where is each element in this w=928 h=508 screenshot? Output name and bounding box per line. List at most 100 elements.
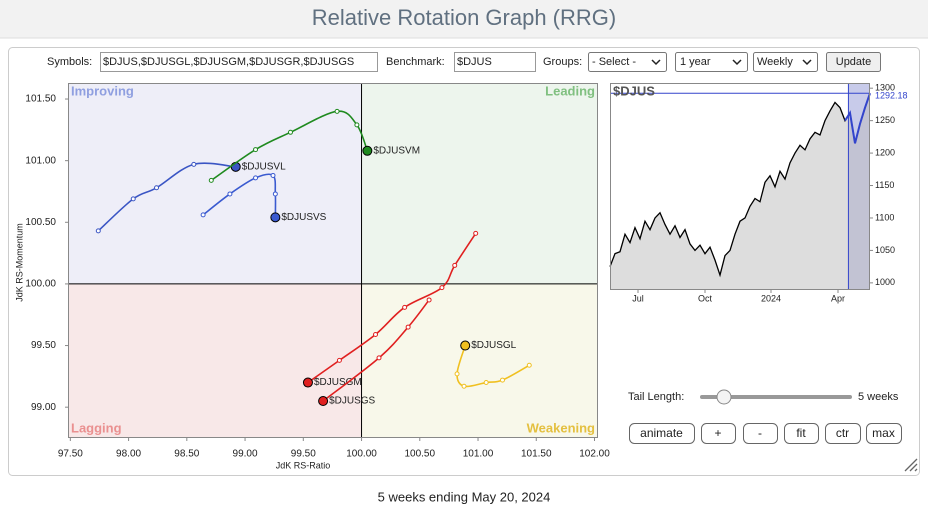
update-button[interactable] (826, 52, 881, 72)
tail-point (336, 357, 342, 363)
frequency-select[interactable] (753, 52, 818, 72)
x-tick-label: 99.00 (233, 449, 258, 460)
control-button-label[interactable]: max (872, 426, 895, 440)
series-label: $DJUSVM (373, 145, 420, 156)
price-area (610, 93, 870, 290)
x-tick-label: Apr (831, 293, 845, 303)
symbols-input[interactable] (100, 52, 378, 72)
quadrant-leading (361, 83, 598, 284)
dropdown-arrow (651, 59, 661, 66)
tail-point (439, 285, 445, 291)
footer-text: 5 weeks ending May 20, 2024 (378, 489, 551, 504)
series-label: $DJUSVS (281, 212, 326, 223)
dropdown-arrow (732, 59, 742, 66)
x-tick-label: 98.50 (174, 449, 199, 460)
tail-head[interactable] (270, 212, 281, 223)
y-tick-label: 101.50 (25, 94, 56, 105)
control-button-label[interactable]: - (758, 426, 762, 440)
x-tick-label: 99.50 (291, 449, 316, 460)
control-button[interactable] (629, 423, 695, 444)
y-tick-label: 1100 (875, 212, 894, 222)
control-button[interactable] (866, 423, 902, 444)
tail-point (130, 196, 136, 202)
tail-point (473, 230, 479, 236)
tail-head[interactable] (460, 340, 471, 351)
control-button[interactable] (825, 423, 861, 444)
quadrant-label: Weakening (527, 420, 595, 435)
tail-point (154, 185, 160, 191)
x-tick-label: 100.00 (346, 449, 377, 460)
quadrant-improving (68, 83, 362, 284)
quadrant-label: Improving (71, 83, 134, 98)
y-tick-label: 101.00 (25, 155, 56, 166)
control-button-label[interactable]: ctr (836, 426, 849, 440)
tail-label: Tail Length: (628, 391, 684, 403)
tail-head[interactable] (302, 377, 313, 388)
tail-point (334, 108, 340, 114)
x-tick-label: 97.50 (58, 449, 83, 460)
control-button-label[interactable]: fit (796, 426, 806, 440)
benchmark-label: Benchmark: (386, 56, 445, 68)
x-tick-label: Oct (698, 293, 713, 303)
y-tick-label: 100.00 (25, 279, 56, 290)
tail-point (373, 331, 379, 337)
quadrant-label: Lagging (71, 420, 122, 435)
benchmark-value[interactable]: $DJUS (457, 56, 492, 68)
symbols-label: Symbols: (47, 56, 92, 68)
dropdown-arrow (802, 59, 812, 66)
frequency-value[interactable]: Weekly (757, 56, 793, 68)
tail-point (253, 175, 259, 181)
price-frame (610, 83, 870, 290)
control-button[interactable] (743, 423, 778, 444)
last-value-label: 1292.18 (875, 91, 908, 101)
control-button-label[interactable]: + (714, 426, 721, 440)
control-button[interactable] (784, 423, 819, 444)
series-label: $DJUSVL (242, 161, 286, 172)
x-tick-label: 101.50 (521, 449, 552, 460)
tail-point (526, 362, 532, 368)
y-axis-title: JdK RS-Momentum (14, 223, 24, 302)
price-line-recent (844, 92, 871, 144)
x-tick-label: 2024 (761, 293, 781, 303)
period-value[interactable]: 1 year (680, 56, 711, 68)
tail-slider-knob[interactable] (716, 389, 732, 405)
y-tick-label: 1300 (875, 83, 895, 93)
y-tick-label: 1000 (875, 277, 895, 287)
groups-select[interactable] (588, 52, 667, 72)
tail-head[interactable] (362, 145, 373, 156)
tail-point (405, 324, 411, 330)
y-tick-label: 99.50 (31, 340, 56, 351)
x-tick-label: 102.00 (579, 449, 610, 460)
tail-head[interactable] (318, 396, 329, 407)
page-title: Relative Rotation Graph (RRG) (312, 5, 616, 30)
tail-line (322, 299, 430, 402)
control-button[interactable] (701, 423, 736, 444)
tail-point (270, 172, 276, 178)
y-tick-label: 99.00 (31, 402, 56, 413)
tail-point (287, 129, 293, 135)
tail-point (452, 262, 458, 268)
benchmark-input[interactable] (454, 52, 536, 72)
symbols-value[interactable]: $DJUS,$DJUSGL,$DJUSGM,$DJUSGR,$DJUSGS (103, 56, 354, 68)
x-tick-label: 101.00 (463, 449, 494, 460)
series-label: $DJUSGS (329, 396, 375, 407)
y-tick-label: 1050 (875, 245, 895, 255)
tail-point (208, 177, 214, 183)
quadrant-label: Leading (545, 83, 595, 98)
resize-grip[interactable] (904, 458, 918, 472)
y-tick-label: 100.50 (25, 217, 56, 228)
price-line (609, 93, 871, 278)
tail-point (200, 212, 206, 218)
groups-value[interactable]: - Select - (592, 56, 636, 68)
y-tick-label: 1200 (875, 147, 895, 157)
tail-point (95, 228, 101, 234)
control-button-label[interactable]: animate (640, 426, 683, 440)
update-label[interactable]: Update (836, 56, 871, 68)
tail-point (483, 380, 489, 386)
quadrant-weakening (361, 283, 598, 438)
period-select[interactable] (675, 52, 748, 72)
price-title: $DJUS (613, 83, 655, 98)
tail-point (426, 297, 432, 303)
